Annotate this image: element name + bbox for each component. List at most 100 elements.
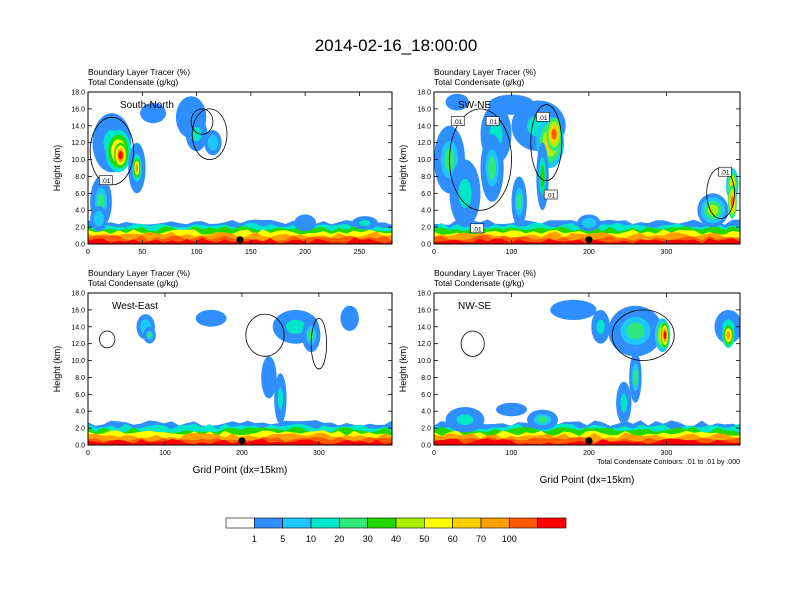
tracer-blob (340, 305, 359, 331)
figure-title: 2014-02-16_18:00:00 (315, 36, 478, 55)
x-tick-label: 0 (86, 450, 90, 457)
contour-label: .01 (450, 116, 465, 126)
colorbar-swatch (480, 517, 510, 529)
y-tick-label: 10.0 (417, 157, 431, 164)
boundary-layer-band (434, 438, 740, 445)
y-axis-label: Height (km) (52, 346, 62, 393)
panel-title-line2: Total Condensate (g/kg) (88, 278, 178, 288)
tracer-field: .01 (88, 92, 392, 244)
colorbar-label: 1 (252, 534, 257, 544)
tracer-blob (277, 387, 283, 410)
tracer-blob (93, 211, 105, 227)
colorbar-swatch (254, 517, 283, 529)
y-tick-label: 6.0 (421, 191, 431, 198)
y-tick-label: 4.0 (75, 208, 85, 215)
tracer-blob (626, 322, 645, 340)
contour-label: .01 (485, 116, 500, 126)
panel-south-north: .01 0.0 2.0 4.0 6.0 8.0 10.0 12.0 14.0 16.0 18.0 0 5… (52, 67, 393, 256)
tracer-blob (707, 204, 719, 216)
y-tick-label: 16.0 (71, 106, 85, 113)
tracer-field (88, 293, 392, 445)
colorbar-swatch (338, 517, 368, 529)
svg-text:.01: .01 (488, 119, 497, 126)
x-tick-label: 100 (506, 249, 518, 256)
condensate-contour (99, 330, 116, 349)
plot-background (434, 293, 740, 445)
y-tick-label: 0.0 (75, 443, 85, 450)
y-tick-label: 12.0 (417, 341, 431, 348)
plot-frame (87, 91, 393, 245)
y-tick-label: 10.0 (71, 157, 85, 164)
x-tick-label: 100 (159, 450, 171, 457)
x-tick-label: 100 (506, 450, 518, 457)
tracer-blob (195, 309, 227, 327)
x-tick-label: 100 (191, 249, 203, 256)
y-tick-label: 16.0 (417, 106, 431, 113)
svg-text:.01: .01 (546, 193, 555, 200)
tracer-blob (285, 319, 306, 334)
colorbar-swatch (282, 517, 312, 529)
condensate-contour (245, 313, 285, 357)
tracer-blob (551, 128, 557, 140)
y-tick-label: 0.0 (75, 242, 85, 249)
y-tick-label: 6.0 (75, 392, 85, 399)
plot-frame (433, 292, 741, 446)
x-axis-label: Grid Point (dx=15km) (193, 465, 288, 476)
y-tick-label: 14.0 (71, 324, 85, 331)
tracer-blob (581, 217, 596, 228)
y-tick-label: 16.0 (71, 307, 85, 314)
tracer-blob (540, 165, 545, 188)
tracer-blob (663, 331, 667, 340)
tracer-blob (135, 163, 139, 173)
location-marker (585, 437, 593, 445)
tracer-blob (445, 93, 469, 111)
colorbar-swatch (225, 517, 255, 529)
y-tick-label: 8.0 (75, 375, 85, 382)
colorbar-swatch (537, 517, 567, 529)
svg-text:.01: .01 (101, 178, 110, 185)
panel-title-line2: Total Condensate (g/kg) (434, 278, 524, 288)
y-tick-label: 4.0 (421, 208, 431, 215)
colorbar-label: 5 (280, 534, 285, 544)
condensate-contour (310, 318, 327, 370)
colorbar-swatch (395, 517, 425, 529)
x-axis-label: Grid Point (dx=15km) (540, 475, 635, 486)
tracer-blob (488, 94, 535, 115)
y-tick-label: 10.0 (71, 358, 85, 365)
tracer-blob (496, 402, 527, 417)
y-tick-label: 18.0 (417, 90, 431, 97)
colorbar-label: 100 (502, 534, 517, 544)
tracer-blob (261, 356, 277, 399)
boundary-layer-band (434, 238, 740, 244)
tracer-blob (207, 135, 219, 151)
y-tick-label: 2.0 (75, 426, 85, 433)
x-tick-label: 250 (354, 249, 366, 256)
condensate-contour (460, 330, 485, 357)
y-axis-label: Height (km) (398, 346, 408, 393)
contour-label: .01 (536, 112, 550, 122)
y-tick-label: 2.0 (421, 426, 431, 433)
colorbar-label: 40 (391, 534, 401, 544)
contour-note: Total Condensate Contours: .01 to .01 by… (597, 459, 740, 466)
tracer-blob (516, 193, 522, 211)
contour-label: .01 (543, 189, 558, 200)
tracer-blob (726, 331, 731, 340)
panel-name: NW-SE (458, 301, 491, 312)
colorbar-label: 30 (363, 534, 373, 544)
colorbar-label: 70 (476, 534, 486, 544)
y-axis-label: Height (km) (52, 145, 62, 192)
location-marker (585, 236, 593, 244)
tracer-field (434, 293, 740, 445)
panel-sw-ne: .01 .01 .01 .01 .01 .01 0.0 2.0 4.0 6.0 8.0 10.0 12.… (398, 67, 741, 256)
plot-frame (433, 91, 741, 245)
plot-frame (87, 292, 393, 446)
colorbar-swatch (452, 517, 482, 529)
panel-nw-se: 0.0 2.0 4.0 6.0 8.0 10.0 12.0 14.0 16.0 18.0 0 100 2… (398, 268, 741, 486)
tracer-blob (620, 393, 628, 412)
condensate-contour (190, 108, 214, 135)
tracer-field: .01 .01 .01 .01 .01 .01 (434, 92, 740, 244)
location-marker (236, 236, 244, 244)
y-tick-label: 18.0 (417, 291, 431, 298)
x-tick-label: 150 (245, 249, 257, 256)
